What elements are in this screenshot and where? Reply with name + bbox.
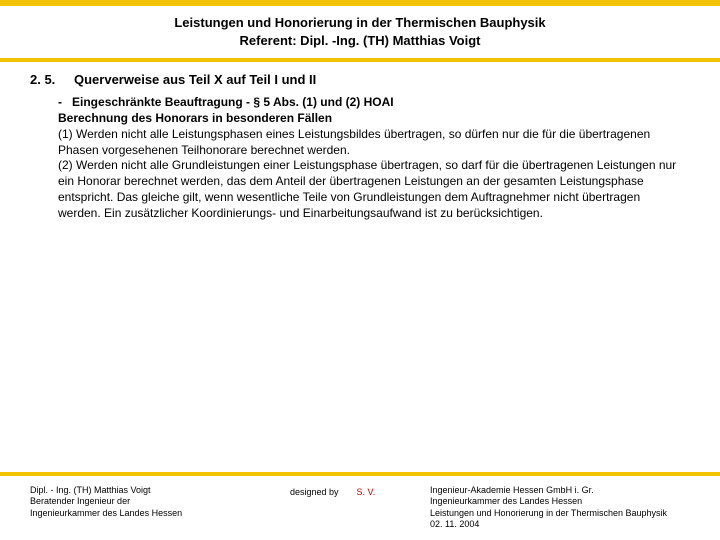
footer-accent-bar [0,472,720,476]
body-subhead: Berechnung des Honorars in besonderen Fä… [58,111,680,127]
designed-by-label: designed by [290,487,339,498]
footer-right: Ingenieur-Akademie Hessen GmbH i. Gr. In… [430,485,690,530]
page-title: Leistungen und Honorierung in der Thermi… [50,14,670,32]
page-subtitle: Referent: Dipl. -Ing. (TH) Matthias Voig… [50,32,670,50]
section-heading: 2. 5. Querverweise aus Teil X auf Teil I… [0,62,720,91]
footer-left: Dipl. - Ing. (TH) Matthias Voigt Beraten… [30,485,250,530]
section-number: 2. 5. [30,72,74,87]
footer-right-line4: 02. 11. 2004 [430,519,690,530]
body-content: - Eingeschränkte Beauftragung - § 5 Abs.… [0,91,720,222]
footer-right-line1: Ingenieur-Akademie Hessen GmbH i. Gr. [430,485,690,496]
lead-bullet: - [58,95,62,109]
header: Leistungen und Honorierung in der Thermi… [0,6,720,54]
footer-left-line1: Dipl. - Ing. (TH) Matthias Voigt [30,485,250,496]
footer-mid: designed by S. V. [250,485,430,530]
footer-left-line2: Beratender Ingenieur der [30,496,250,507]
body-paragraph-2: (2) Werden nicht alle Grundleistungen ei… [58,158,680,221]
section-title: Querverweise aus Teil X auf Teil I und I… [74,72,316,87]
lead-text: Eingeschränkte Beauftragung - § 5 Abs. (… [72,95,394,109]
footer-right-line2: Ingenieurkammer des Landes Hessen [430,496,690,507]
designer-initials: S. V. [357,487,376,498]
footer: Dipl. - Ing. (TH) Matthias Voigt Beraten… [0,479,720,540]
footer-right-line3: Leistungen und Honorierung in der Thermi… [430,508,690,519]
body-paragraph-1: (1) Werden nicht alle Leistungsphasen ei… [58,127,680,159]
footer-left-line3: Ingenieurkammer des Landes Hessen [30,508,250,519]
